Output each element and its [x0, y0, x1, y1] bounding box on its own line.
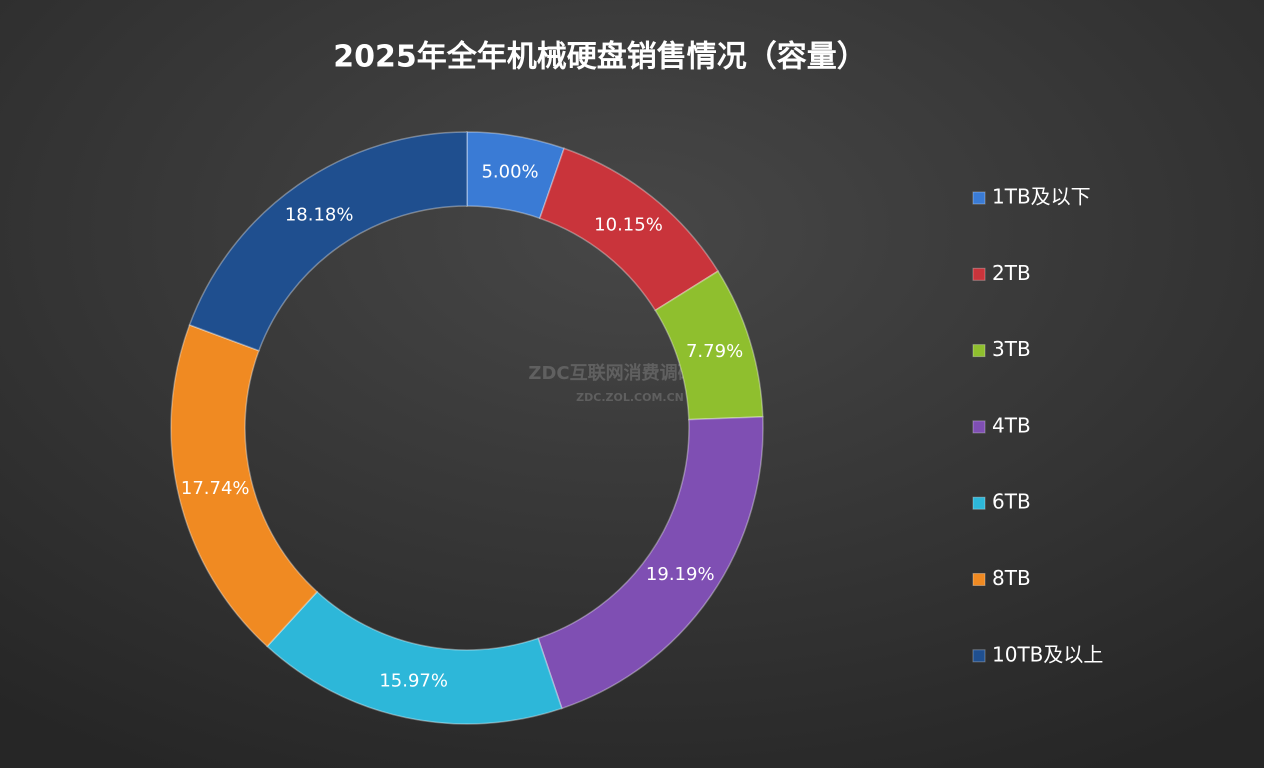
- data-label: 10.15%: [594, 215, 663, 236]
- data-label: 7.79%: [686, 341, 743, 362]
- legend-label: 3TB: [992, 337, 1031, 361]
- legend-swatch: [972, 649, 986, 663]
- legend-swatch: [972, 496, 986, 510]
- donut-segment: [170, 323, 319, 648]
- legend-label: 10TB及以上: [992, 642, 1103, 666]
- legend-swatch: [972, 420, 986, 434]
- donut-segment: [538, 147, 720, 312]
- legend-swatch: [972, 344, 986, 358]
- chart-title: 2025年全年机械硬盘销售情况（容量）: [333, 40, 867, 75]
- data-label: 17.74%: [181, 478, 250, 499]
- legend-swatch: [972, 191, 986, 205]
- legend-label: 1TB及以下: [992, 185, 1091, 209]
- data-label: 18.18%: [285, 204, 354, 225]
- legend-label: 8TB: [992, 566, 1031, 590]
- data-label: 5.00%: [481, 162, 538, 183]
- donut-segment: [537, 416, 764, 710]
- donut-segment: [654, 270, 764, 421]
- data-label: 19.19%: [646, 564, 715, 585]
- legend-swatch: [972, 267, 986, 281]
- data-label: 15.97%: [379, 670, 448, 691]
- legend-label: 6TB: [992, 490, 1031, 514]
- legend-swatch: [972, 573, 986, 586]
- legend-label: 4TB: [992, 413, 1031, 437]
- legend-label: 2TB: [992, 261, 1031, 285]
- watermark-url: ZDC.ZOL.COM.CN: [576, 391, 684, 404]
- donut-segment: [266, 590, 563, 725]
- donut-segment: [188, 131, 468, 352]
